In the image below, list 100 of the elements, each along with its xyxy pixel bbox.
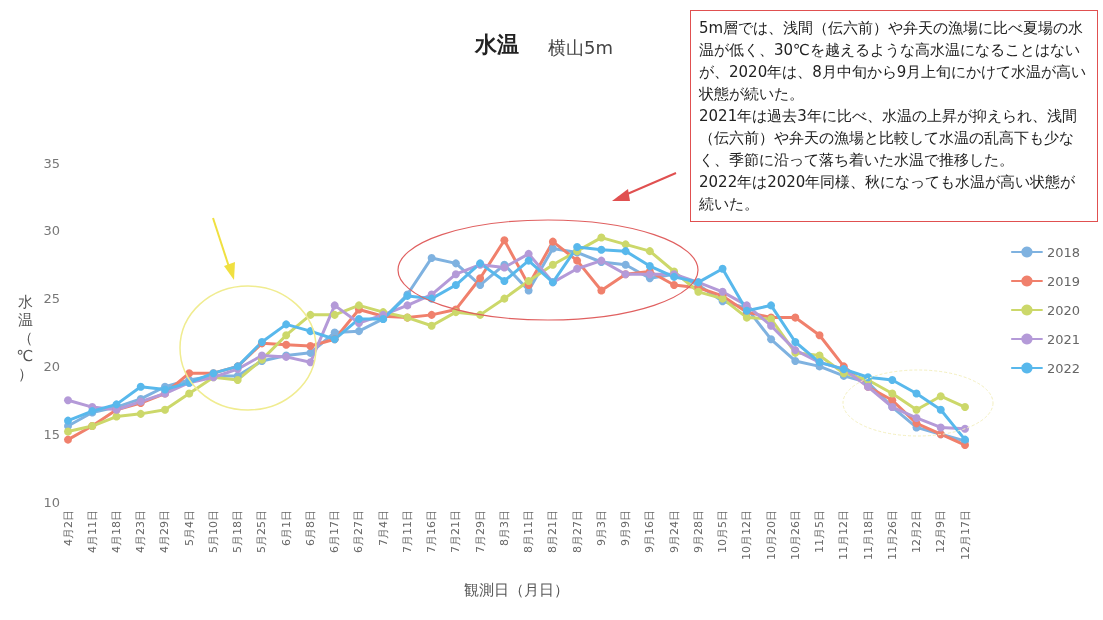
- point: [476, 281, 485, 290]
- y-tick-label: 35: [43, 155, 60, 171]
- point: [500, 236, 509, 245]
- point: [160, 405, 169, 414]
- x-tick-label: 11月12日: [837, 510, 851, 560]
- point: [936, 392, 945, 401]
- x-tick-label: 9月28日: [691, 510, 705, 553]
- legend-label: 2018: [1046, 244, 1081, 260]
- point: [500, 294, 509, 303]
- point: [524, 256, 533, 265]
- point: [791, 337, 800, 346]
- x-tick-label: 10月12日: [740, 510, 754, 560]
- point: [621, 247, 630, 256]
- point: [282, 320, 291, 329]
- point: [330, 301, 339, 310]
- x-tick-label: 6月1日: [279, 510, 293, 546]
- point: [621, 260, 630, 269]
- point: [427, 321, 436, 330]
- point: [451, 270, 460, 279]
- point: [767, 321, 776, 330]
- x-tick-label: 5月4日: [182, 510, 196, 546]
- point: [500, 276, 509, 285]
- x-tick-label: 5月18日: [231, 510, 245, 553]
- x-tick-label: 7月11日: [400, 510, 414, 553]
- point: [815, 331, 824, 340]
- point: [451, 281, 460, 290]
- point: [282, 340, 291, 349]
- point: [524, 276, 533, 285]
- point: [912, 389, 921, 398]
- x-tick-label: 4月2日: [61, 510, 75, 546]
- point: [936, 405, 945, 414]
- legend-label: 2019: [1046, 273, 1081, 289]
- point: [767, 335, 776, 344]
- chart-title: 水温: [474, 31, 519, 57]
- point: [354, 314, 363, 323]
- x-tick-label: 5月25日: [255, 510, 269, 553]
- x-tick-label: 9月3日: [594, 510, 608, 546]
- x-tick-label: 8月11日: [522, 510, 536, 553]
- point: [354, 327, 363, 336]
- point: [306, 342, 315, 351]
- point: [912, 413, 921, 422]
- x-tick-label: 6月8日: [303, 510, 317, 546]
- x-tick-label: 10月20日: [764, 510, 778, 560]
- x-tick-label: 6月17日: [328, 510, 342, 553]
- chart-subtitle: 横山5m: [548, 36, 613, 58]
- point: [621, 240, 630, 249]
- point: [476, 274, 485, 283]
- point: [742, 313, 751, 322]
- point: [306, 348, 315, 357]
- point: [597, 286, 606, 295]
- y-axis-title: 水温（℃）: [16, 293, 34, 383]
- point: [427, 253, 436, 262]
- point: [427, 310, 436, 319]
- x-tick-label: 5月10日: [206, 510, 220, 553]
- point: [694, 287, 703, 296]
- point: [573, 264, 582, 273]
- point: [767, 301, 776, 310]
- x-axis-title: 観測日（月日）: [464, 580, 569, 599]
- legend-label: 2020: [1046, 302, 1081, 318]
- point: [257, 351, 266, 360]
- x-tick-label: 7月29日: [473, 510, 487, 553]
- x-tick-label: 12月9日: [934, 510, 948, 553]
- annotation: 2021年は過去3年に比べ、水温の上昇が抑えられ、浅間（伝六前）や弁天の漁場と比較して水温の乱高下も少なく、季節に沿って落ち着いた水温で推移した。: [699, 106, 1078, 171]
- x-tick-label: 8月3日: [497, 510, 511, 546]
- point: [185, 389, 194, 398]
- point: [64, 396, 72, 405]
- legend-label: 2021: [1046, 331, 1081, 347]
- point: [548, 237, 557, 246]
- point: [306, 358, 315, 367]
- x-tick-label: 11月18日: [861, 510, 875, 560]
- x-tick-label: 10月5日: [716, 510, 730, 553]
- point: [888, 375, 897, 384]
- point: [524, 249, 533, 258]
- y-tick-label: 25: [43, 291, 60, 307]
- legend-label: 2022: [1046, 360, 1081, 376]
- point: [791, 313, 800, 322]
- point: [936, 423, 945, 432]
- point: [573, 243, 582, 252]
- point: [282, 331, 291, 340]
- point: [330, 310, 339, 319]
- y-tick-label: 10: [43, 494, 60, 510]
- x-tick-label: 9月24日: [667, 510, 681, 553]
- x-tick-label: 4月23日: [134, 510, 148, 553]
- point: [718, 264, 727, 273]
- x-tick-label: 4月29日: [158, 510, 172, 553]
- x-tick-label: 8月27日: [570, 510, 584, 553]
- point: [597, 245, 606, 254]
- point: [670, 281, 679, 290]
- x-tick-label: 9月9日: [619, 510, 633, 546]
- x-tick-label: 8月21日: [546, 510, 560, 553]
- point: [403, 301, 412, 310]
- x-tick-label: 4月11日: [85, 510, 99, 553]
- x-tick-label: 4月18日: [109, 510, 123, 553]
- x-tick-label: 11月26日: [885, 510, 899, 560]
- point: [912, 405, 921, 414]
- point: [451, 259, 460, 268]
- point: [64, 427, 72, 436]
- x-tick-label: 7月4日: [376, 510, 390, 546]
- point: [136, 382, 145, 391]
- point: [791, 356, 800, 365]
